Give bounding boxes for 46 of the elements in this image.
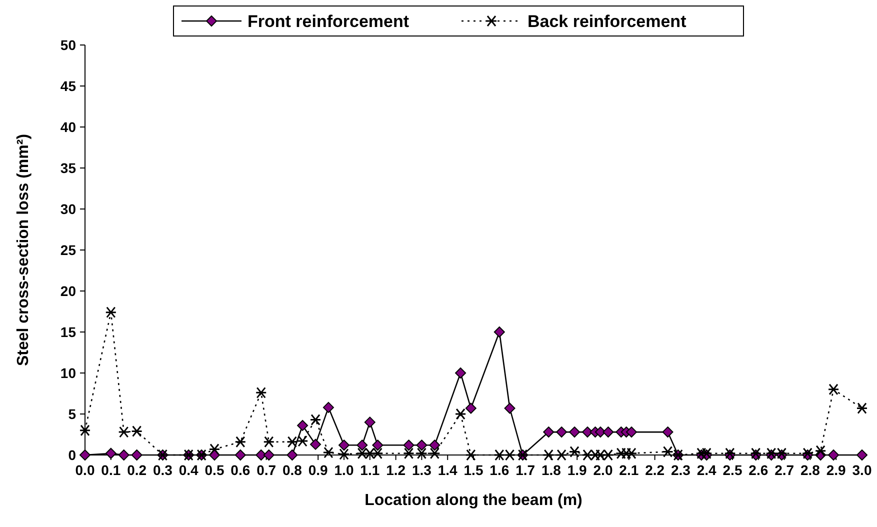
- y-tick-label: 35: [60, 160, 76, 176]
- x-tick-label: 2.7: [774, 462, 794, 478]
- legend-label: Back reinforcement: [528, 12, 687, 31]
- x-axis-title: Location along the beam (m): [364, 492, 582, 509]
- legend-label: Front reinforcement: [248, 12, 410, 31]
- x-tick-label: 0.4: [178, 462, 199, 478]
- y-axis-title: Steel cross-section loss (mm²): [15, 134, 32, 366]
- y-tick-label: 30: [60, 201, 76, 217]
- y-tick-label: 5: [68, 406, 76, 422]
- y-tick-label: 45: [60, 78, 76, 94]
- x-tick-label: 2.5: [722, 462, 742, 478]
- x-tick-label: 1.9: [567, 462, 588, 478]
- y-tick-label: 10: [60, 365, 76, 381]
- x-tick-label: 2.1: [619, 462, 639, 478]
- x-tick-label: 1.2: [386, 462, 406, 478]
- x-tick-label: 0.1: [101, 462, 121, 478]
- x-tick-label: 3.0: [852, 462, 872, 478]
- x-tick-label: 0.2: [127, 462, 147, 478]
- x-tick-label: 1.1: [360, 462, 380, 478]
- x-tick-label: 2.2: [645, 462, 665, 478]
- x-tick-label: 1.6: [490, 462, 510, 478]
- x-tick-label: 1.3: [412, 462, 432, 478]
- y-tick-label: 50: [60, 37, 76, 53]
- y-tick-label: 15: [60, 324, 76, 340]
- x-tick-label: 0.9: [308, 462, 328, 478]
- x-tick-label: 1.4: [438, 462, 458, 478]
- y-tick-label: 40: [60, 119, 76, 135]
- x-tick-label: 0.8: [282, 462, 302, 478]
- x-tick-label: 1.5: [464, 462, 484, 478]
- y-tick-label: 25: [60, 242, 76, 258]
- x-tick-label: 0.5: [204, 462, 224, 478]
- x-tick-label: 2.0: [593, 462, 613, 478]
- x-tick-label: 2.3: [670, 462, 691, 478]
- x-tick-label: 2.8: [800, 462, 820, 478]
- y-tick-label: 0: [68, 447, 76, 463]
- x-tick-label: 0.6: [230, 462, 250, 478]
- x-tick-label: 0.0: [75, 462, 95, 478]
- x-tick-label: 1.8: [541, 462, 562, 478]
- x-tick-label: 2.4: [696, 462, 717, 478]
- x-tick-label: 1.0: [334, 462, 354, 478]
- x-tick-label: 0.3: [152, 462, 173, 478]
- x-tick-label: 0.7: [256, 462, 276, 478]
- y-tick-label: 20: [60, 283, 76, 299]
- x-tick-label: 2.9: [826, 462, 846, 478]
- x-tick-label: 2.6: [748, 462, 768, 478]
- x-tick-label: 1.7: [516, 462, 536, 478]
